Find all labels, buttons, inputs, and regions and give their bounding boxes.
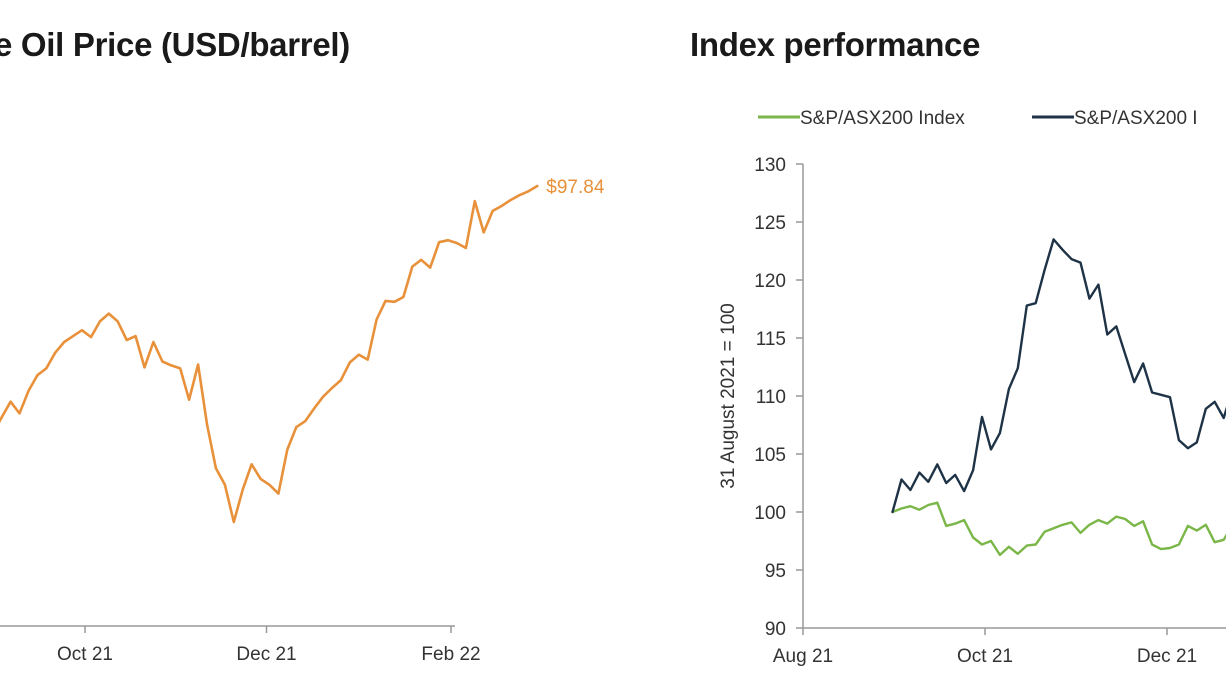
right-x-tick-label: Dec 21 <box>1137 646 1197 667</box>
right-y-tick-label: 115 <box>756 329 786 350</box>
index-series-line-1 <box>891 238 1226 514</box>
left-x-tick-label: Feb 22 <box>421 644 480 665</box>
left-chart-title: e Oil Price (USD/barrel) <box>0 26 350 63</box>
right-y-tick-label: 95 <box>765 561 786 582</box>
right-y-tick-label: 110 <box>756 387 786 408</box>
right-y-tick-label: 125 <box>754 213 786 234</box>
right-y-tick-label: 120 <box>754 271 786 292</box>
right-y-tick-label: 100 <box>754 503 786 524</box>
legend-label: S&P/ASX200 I <box>1074 108 1198 129</box>
left-x-tick-label: Dec 21 <box>236 644 296 665</box>
index-series-line-0 <box>891 501 1226 557</box>
right-y-axis-label: 31 August 2021 = 100 <box>718 303 739 488</box>
right-y-tick-label: 90 <box>765 619 786 640</box>
right-x-tick-label: Oct 21 <box>957 646 1013 667</box>
right-y-tick-label: 130 <box>754 155 786 176</box>
oil-price-end-label: $97.84 <box>546 177 605 198</box>
left-x-tick-label: Oct 21 <box>57 644 113 665</box>
right-chart-title: Index performance <box>690 26 981 63</box>
right-y-tick-label: 105 <box>754 445 786 466</box>
oil-price-series-line <box>0 184 539 524</box>
right-x-tick-label: Aug 21 <box>773 646 833 667</box>
legend-label: S&P/ASX200 Index <box>800 108 965 129</box>
